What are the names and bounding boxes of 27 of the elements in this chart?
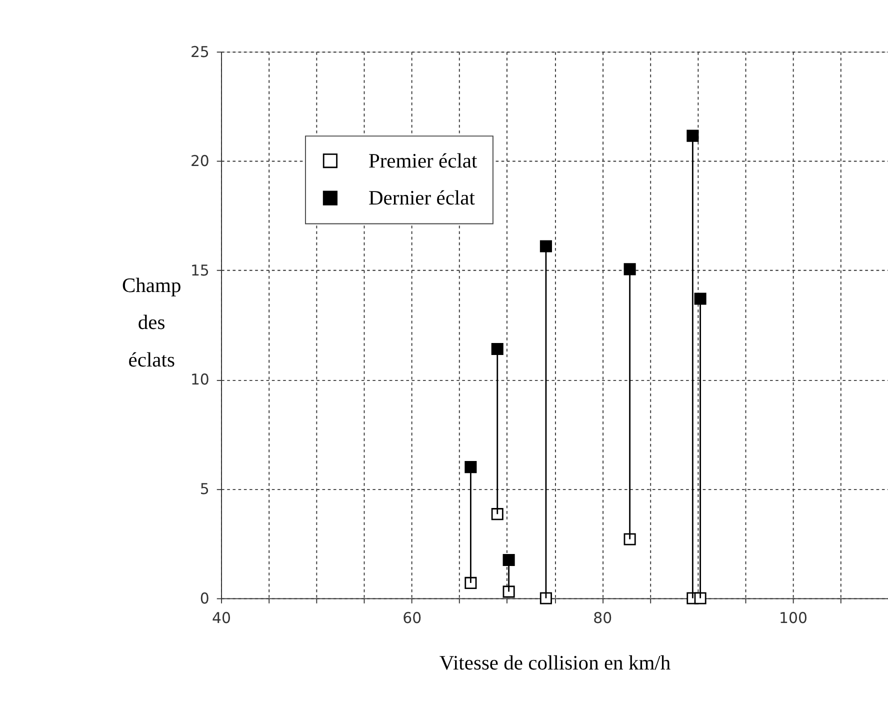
legend-label: Premier éclat: [368, 150, 478, 172]
point: [491, 342, 504, 356]
x-tick-label: 80: [593, 608, 612, 627]
point: [624, 533, 636, 546]
y-tick-label: 15: [190, 261, 210, 280]
x-tick-label: 60: [402, 608, 422, 627]
y-axis-title: Champ des éclats: [122, 274, 182, 372]
y-tick-label: 10: [190, 370, 210, 389]
point: [540, 592, 552, 604]
point: [502, 586, 515, 598]
point: [624, 263, 636, 276]
point: [464, 461, 477, 474]
point: [464, 576, 477, 589]
y-tick-label: 5: [200, 480, 210, 498]
point: [694, 292, 706, 305]
y-tick-label: 25: [190, 42, 210, 61]
legend-label: Dernier éclat: [368, 188, 476, 210]
point: [502, 554, 515, 566]
point: [540, 240, 552, 252]
point: [686, 130, 699, 142]
x-tick-label: 40: [212, 608, 232, 627]
y-tick-label: 20: [190, 152, 210, 170]
point: [694, 592, 706, 604]
y-tick-label: 0: [200, 589, 210, 608]
x-tick-label: 100: [778, 608, 808, 627]
point: [491, 508, 504, 520]
x-axis-title: Vitesse de collision en km/h: [439, 652, 671, 675]
